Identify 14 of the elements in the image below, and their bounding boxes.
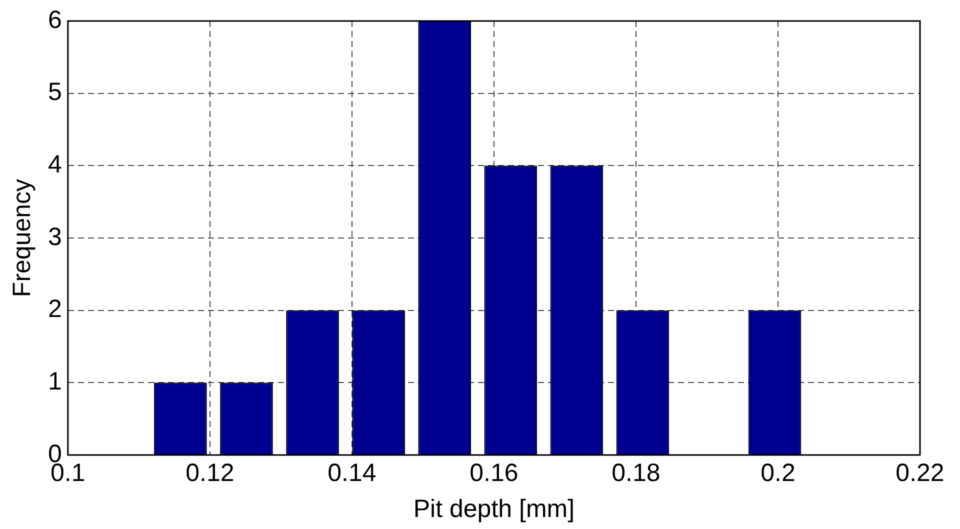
y-axis-title: Frequency xyxy=(8,178,36,298)
y-tick-label: 2 xyxy=(48,295,62,324)
y-tick-label: 6 xyxy=(48,6,62,34)
x-tick-label: 0.12 xyxy=(186,458,234,487)
y-tick-label: 5 xyxy=(48,78,62,106)
x-tick-label: 0.22 xyxy=(896,458,944,487)
x-tick-label: 0.16 xyxy=(470,458,518,487)
x-axis-title: Pit depth [mm] xyxy=(413,494,575,523)
x-tick-label: 0.18 xyxy=(612,458,660,487)
x-tick-label: 0.14 xyxy=(328,458,376,487)
y-tick-label: 3 xyxy=(48,222,62,251)
x-tick-label: 0.2 xyxy=(760,458,796,487)
y-tick-label: 1 xyxy=(48,368,62,396)
y-tick-label: 4 xyxy=(48,150,62,179)
